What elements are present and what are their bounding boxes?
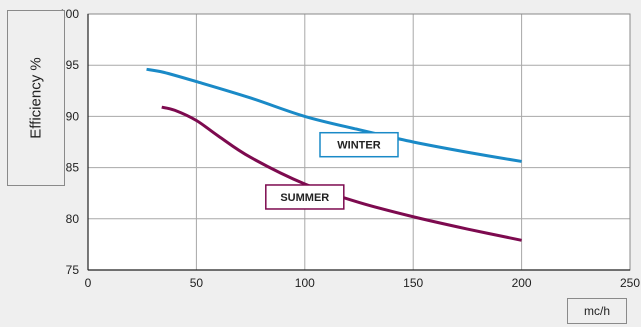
y-tick-label: 80	[66, 212, 80, 226]
x-tick-label: 0	[85, 276, 92, 290]
series-label-winter: WINTER	[319, 131, 399, 158]
series-line-summer	[161, 105, 522, 242]
series-label-text: SUMMER	[280, 192, 329, 204]
series-labels: WINTER SUMMER	[265, 131, 399, 210]
y-tick-label: 85	[66, 161, 80, 175]
y-tick-label: 75	[66, 263, 80, 277]
series-label-box	[319, 131, 399, 158]
x-tick-label: 50	[190, 276, 204, 290]
y-tick-label: 95	[66, 58, 80, 72]
axes	[87, 13, 631, 271]
series-label-text: WINTER	[337, 140, 380, 152]
series-label-summer: SUMMER	[265, 184, 345, 210]
y-tick-label: 90	[66, 109, 80, 123]
x-tick-label: 100	[295, 276, 315, 290]
x-tick-label: 200	[512, 276, 532, 290]
y-axis-label: Efficiency %	[27, 57, 45, 139]
series-lines	[146, 67, 522, 242]
x-tick-label: 150	[403, 276, 423, 290]
x-tick-label: 250	[620, 276, 640, 290]
x-axis-label: mc/h	[567, 298, 627, 324]
series-line-winter	[146, 67, 522, 163]
series-label-box	[265, 184, 345, 210]
y-axis-label-box: Efficiency %	[7, 10, 65, 186]
